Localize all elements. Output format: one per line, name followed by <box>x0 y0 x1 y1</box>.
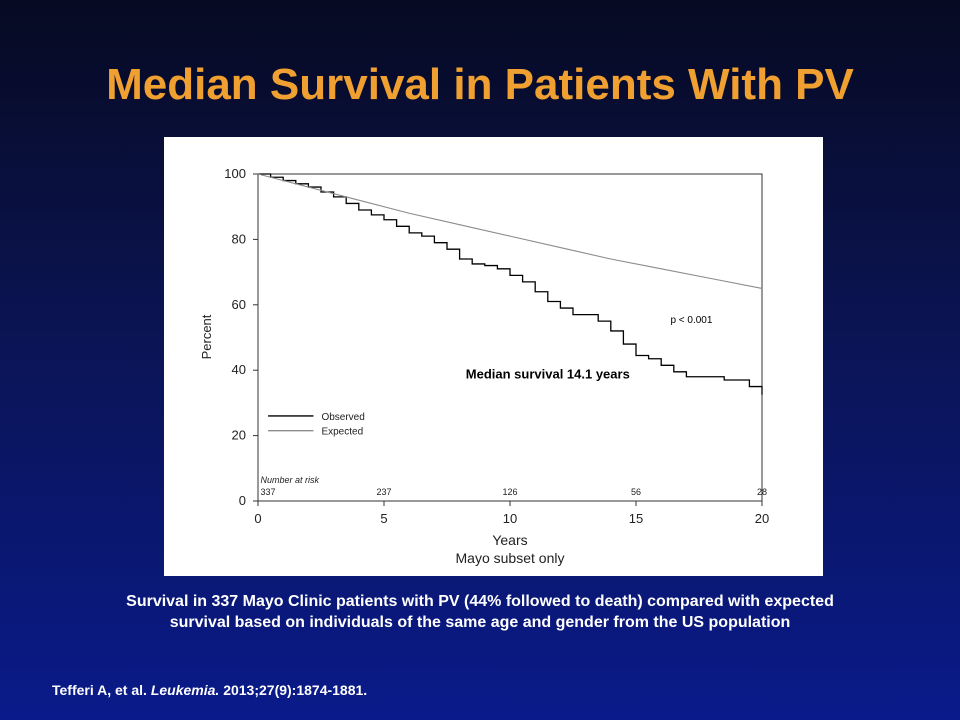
x-tick-label: 0 <box>254 511 261 526</box>
y-tick-label: 80 <box>232 231 246 246</box>
risk-count: 56 <box>631 487 641 497</box>
y-tick-label: 60 <box>232 297 246 312</box>
risk-count: 28 <box>757 487 767 497</box>
series-expected-line <box>257 173 763 289</box>
x-axis-sublabel: Mayo subset only <box>456 550 565 566</box>
y-tick-label: 20 <box>232 428 246 443</box>
risk-count: 337 <box>261 487 276 497</box>
caption-line-2: survival based on individuals of the sam… <box>169 614 791 631</box>
risk-count: 126 <box>502 487 517 497</box>
y-tick-label: 40 <box>232 362 246 377</box>
x-axis-label: Years <box>492 532 527 548</box>
x-tick-label: 5 <box>380 511 387 526</box>
plot-frame <box>257 173 763 502</box>
survival-chart: 0 20 40 60 80 100 0 5 10 15 20 Years Mayo subset onl… <box>199 166 769 566</box>
legend-label-expected: Expected <box>321 427 363 438</box>
x-tick-label: 20 <box>755 511 769 526</box>
figure-caption: Survival in 337 Mayo Clinic patients wit… <box>40 591 920 633</box>
y-axis-label: Percent <box>199 314 214 359</box>
risk-count: 237 <box>376 487 391 497</box>
x-tick-label: 10 <box>503 511 517 526</box>
p-value-annotation: p < 0.001 <box>670 315 712 326</box>
curves-layer <box>257 173 763 395</box>
citation: Tefferi A, et al. Leukemia. 2013;27(9):1… <box>52 682 367 698</box>
slide-title: Median Survival in Patients With PV <box>106 60 854 109</box>
x-tick-label: 15 <box>629 511 643 526</box>
y-tick-label: 0 <box>239 493 246 508</box>
legend-label-observed: Observed <box>321 412 364 423</box>
y-tick-label: 100 <box>224 166 246 181</box>
citation-authors: Tefferi A, et al. <box>52 682 147 698</box>
axes-layer: 0 20 40 60 80 100 0 5 10 15 20 Years Mayo subset onl… <box>199 166 769 566</box>
citation-details: 2013;27(9):1874-1881. <box>223 682 368 698</box>
series-observed-line <box>258 173 763 395</box>
figure-panel: 0 20 40 60 80 100 0 5 10 15 20 Years Mayo subset onl… <box>164 137 823 576</box>
caption-line-1: Survival in 337 Mayo Clinic patients wit… <box>126 593 834 610</box>
median-survival-annotation: Median survival 14.1 years <box>466 366 630 381</box>
risk-table-label: Number at risk <box>261 475 320 485</box>
text-layer: Observed Expected Median survival 14.1 yea… <box>261 315 767 497</box>
citation-journal: Leukemia. <box>150 682 220 698</box>
